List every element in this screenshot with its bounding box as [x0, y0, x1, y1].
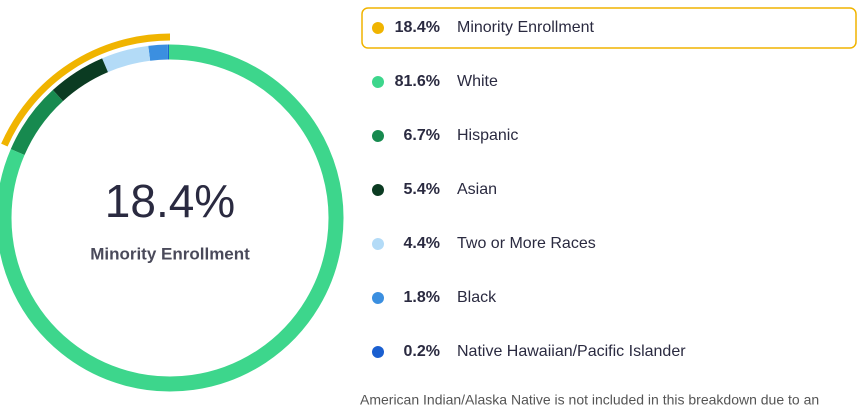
legend-dot [372, 76, 384, 88]
highlight-box [361, 7, 857, 49]
legend-label: Two or More Races [457, 235, 596, 252]
legend-label: Hispanic [457, 127, 518, 144]
outer-arc [1, 33, 171, 147]
legend-dot [372, 292, 384, 304]
donut-segment [10, 90, 64, 156]
legend-value: 0.2% [404, 343, 440, 360]
legend-label: Native Hawaiian/Pacific Islander [457, 343, 686, 360]
legend-value: 4.4% [404, 235, 440, 252]
legend-label: Black [457, 289, 497, 306]
legend-value: 18.4% [395, 19, 440, 36]
legend-value: 81.6% [395, 73, 440, 90]
center-caption: Minority Enrollment [90, 244, 250, 263]
legend-label: Minority Enrollment [457, 19, 594, 36]
legend-label: White [457, 73, 498, 90]
donut-segment [0, 44, 344, 392]
legend-label: Asian [457, 181, 497, 198]
legend-dot [372, 130, 384, 142]
legend-value: 1.8% [404, 289, 440, 306]
donut-segment [102, 45, 151, 73]
legend-dot [372, 184, 384, 196]
legend-dot [372, 346, 384, 358]
legend-value: 5.4% [404, 181, 440, 198]
legend-dot [372, 238, 384, 250]
donut-segment [148, 44, 169, 61]
legend-value: 6.7% [404, 127, 440, 144]
footnote: American Indian/Alaska Native is not inc… [360, 392, 819, 408]
donut-segment [52, 58, 109, 102]
legend-dot [372, 22, 384, 34]
center-value: 18.4% [105, 175, 235, 227]
